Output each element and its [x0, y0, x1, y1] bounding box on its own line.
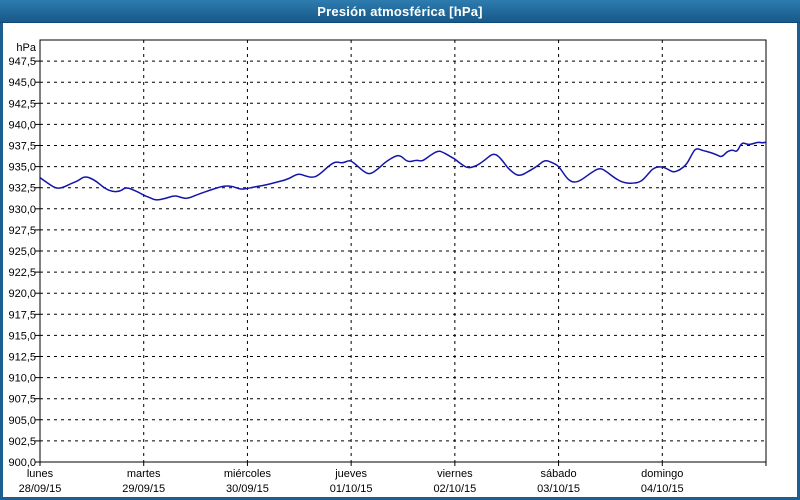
- y-tick-label: 920,0: [8, 288, 36, 300]
- x-day-label: sábado: [541, 468, 577, 480]
- y-tick-label: 922,5: [8, 267, 36, 279]
- x-day-label: domingo: [641, 468, 683, 480]
- y-tick-label: 902,5: [8, 436, 36, 448]
- y-tick-label: 940,0: [8, 119, 36, 131]
- x-date-label: 03/10/15: [537, 483, 580, 495]
- x-day-label: jueves: [334, 468, 367, 480]
- y-tick-label: 932,5: [8, 183, 36, 195]
- y-tick-label: 917,5: [8, 309, 36, 321]
- y-tick-label: 942,5: [8, 98, 36, 110]
- x-date-label: 30/09/15: [226, 483, 269, 495]
- y-tick-label: 927,5: [8, 225, 36, 237]
- x-date-label: 28/09/15: [19, 483, 62, 495]
- pressure-series-line: [39, 141, 767, 201]
- x-date-label: 02/10/15: [433, 483, 476, 495]
- x-day-label: miércoles: [224, 468, 272, 480]
- x-day-label: lunes: [27, 468, 54, 480]
- y-axis-unit-label: hPa: [16, 42, 36, 54]
- x-day-label: viernes: [437, 468, 473, 480]
- x-date-label: 29/09/15: [122, 483, 165, 495]
- plot-area: [39, 39, 767, 463]
- y-tick-label: 915,0: [8, 330, 36, 342]
- y-tick-label: 925,0: [8, 246, 36, 258]
- x-date-label: 01/10/15: [330, 483, 373, 495]
- y-tick-label: 905,0: [8, 415, 36, 427]
- y-tick-label: 930,0: [8, 204, 36, 216]
- y-tick-label: 912,5: [8, 352, 36, 364]
- y-tick-label: 910,0: [8, 373, 36, 385]
- y-tick-label: 900,0: [8, 457, 36, 469]
- x-day-label: martes: [127, 468, 161, 480]
- titlebar: Presión atmosférica [hPa]: [0, 0, 800, 23]
- y-tick-label: 937,5: [8, 141, 36, 153]
- y-tick-label: 945,0: [8, 77, 36, 89]
- chart-title: Presión atmosférica [hPa]: [317, 3, 483, 19]
- y-tick-label: 947,5: [8, 56, 36, 68]
- y-tick-label: 935,0: [8, 162, 36, 174]
- y-tick-label: 907,5: [8, 394, 36, 406]
- x-date-label: 04/10/15: [641, 483, 684, 495]
